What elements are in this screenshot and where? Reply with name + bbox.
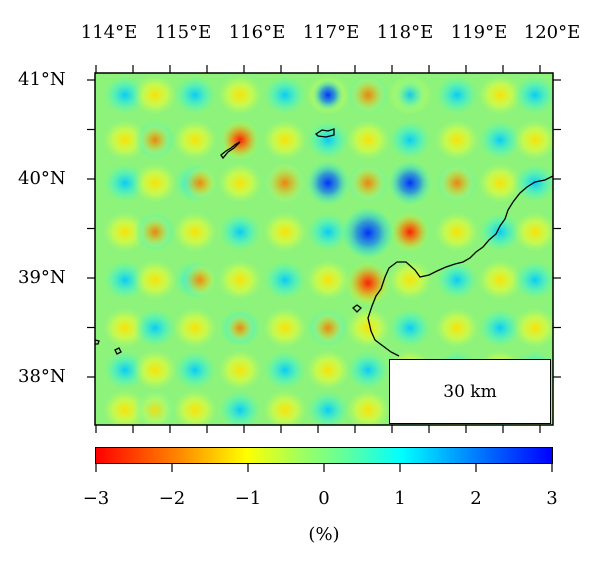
colorbar-tick-label: −1 xyxy=(235,490,262,508)
colorbar-unit: (%) xyxy=(308,524,339,545)
colorbar-tick-label: 2 xyxy=(470,490,481,508)
colorbar-tick-label: 1 xyxy=(394,490,405,508)
colorbar-tick-label: 3 xyxy=(546,490,557,508)
colorbar-tick-label: −2 xyxy=(159,490,186,508)
colorbar-tick-label: 0 xyxy=(318,490,329,508)
colorbar-tick-label: −3 xyxy=(83,490,110,508)
